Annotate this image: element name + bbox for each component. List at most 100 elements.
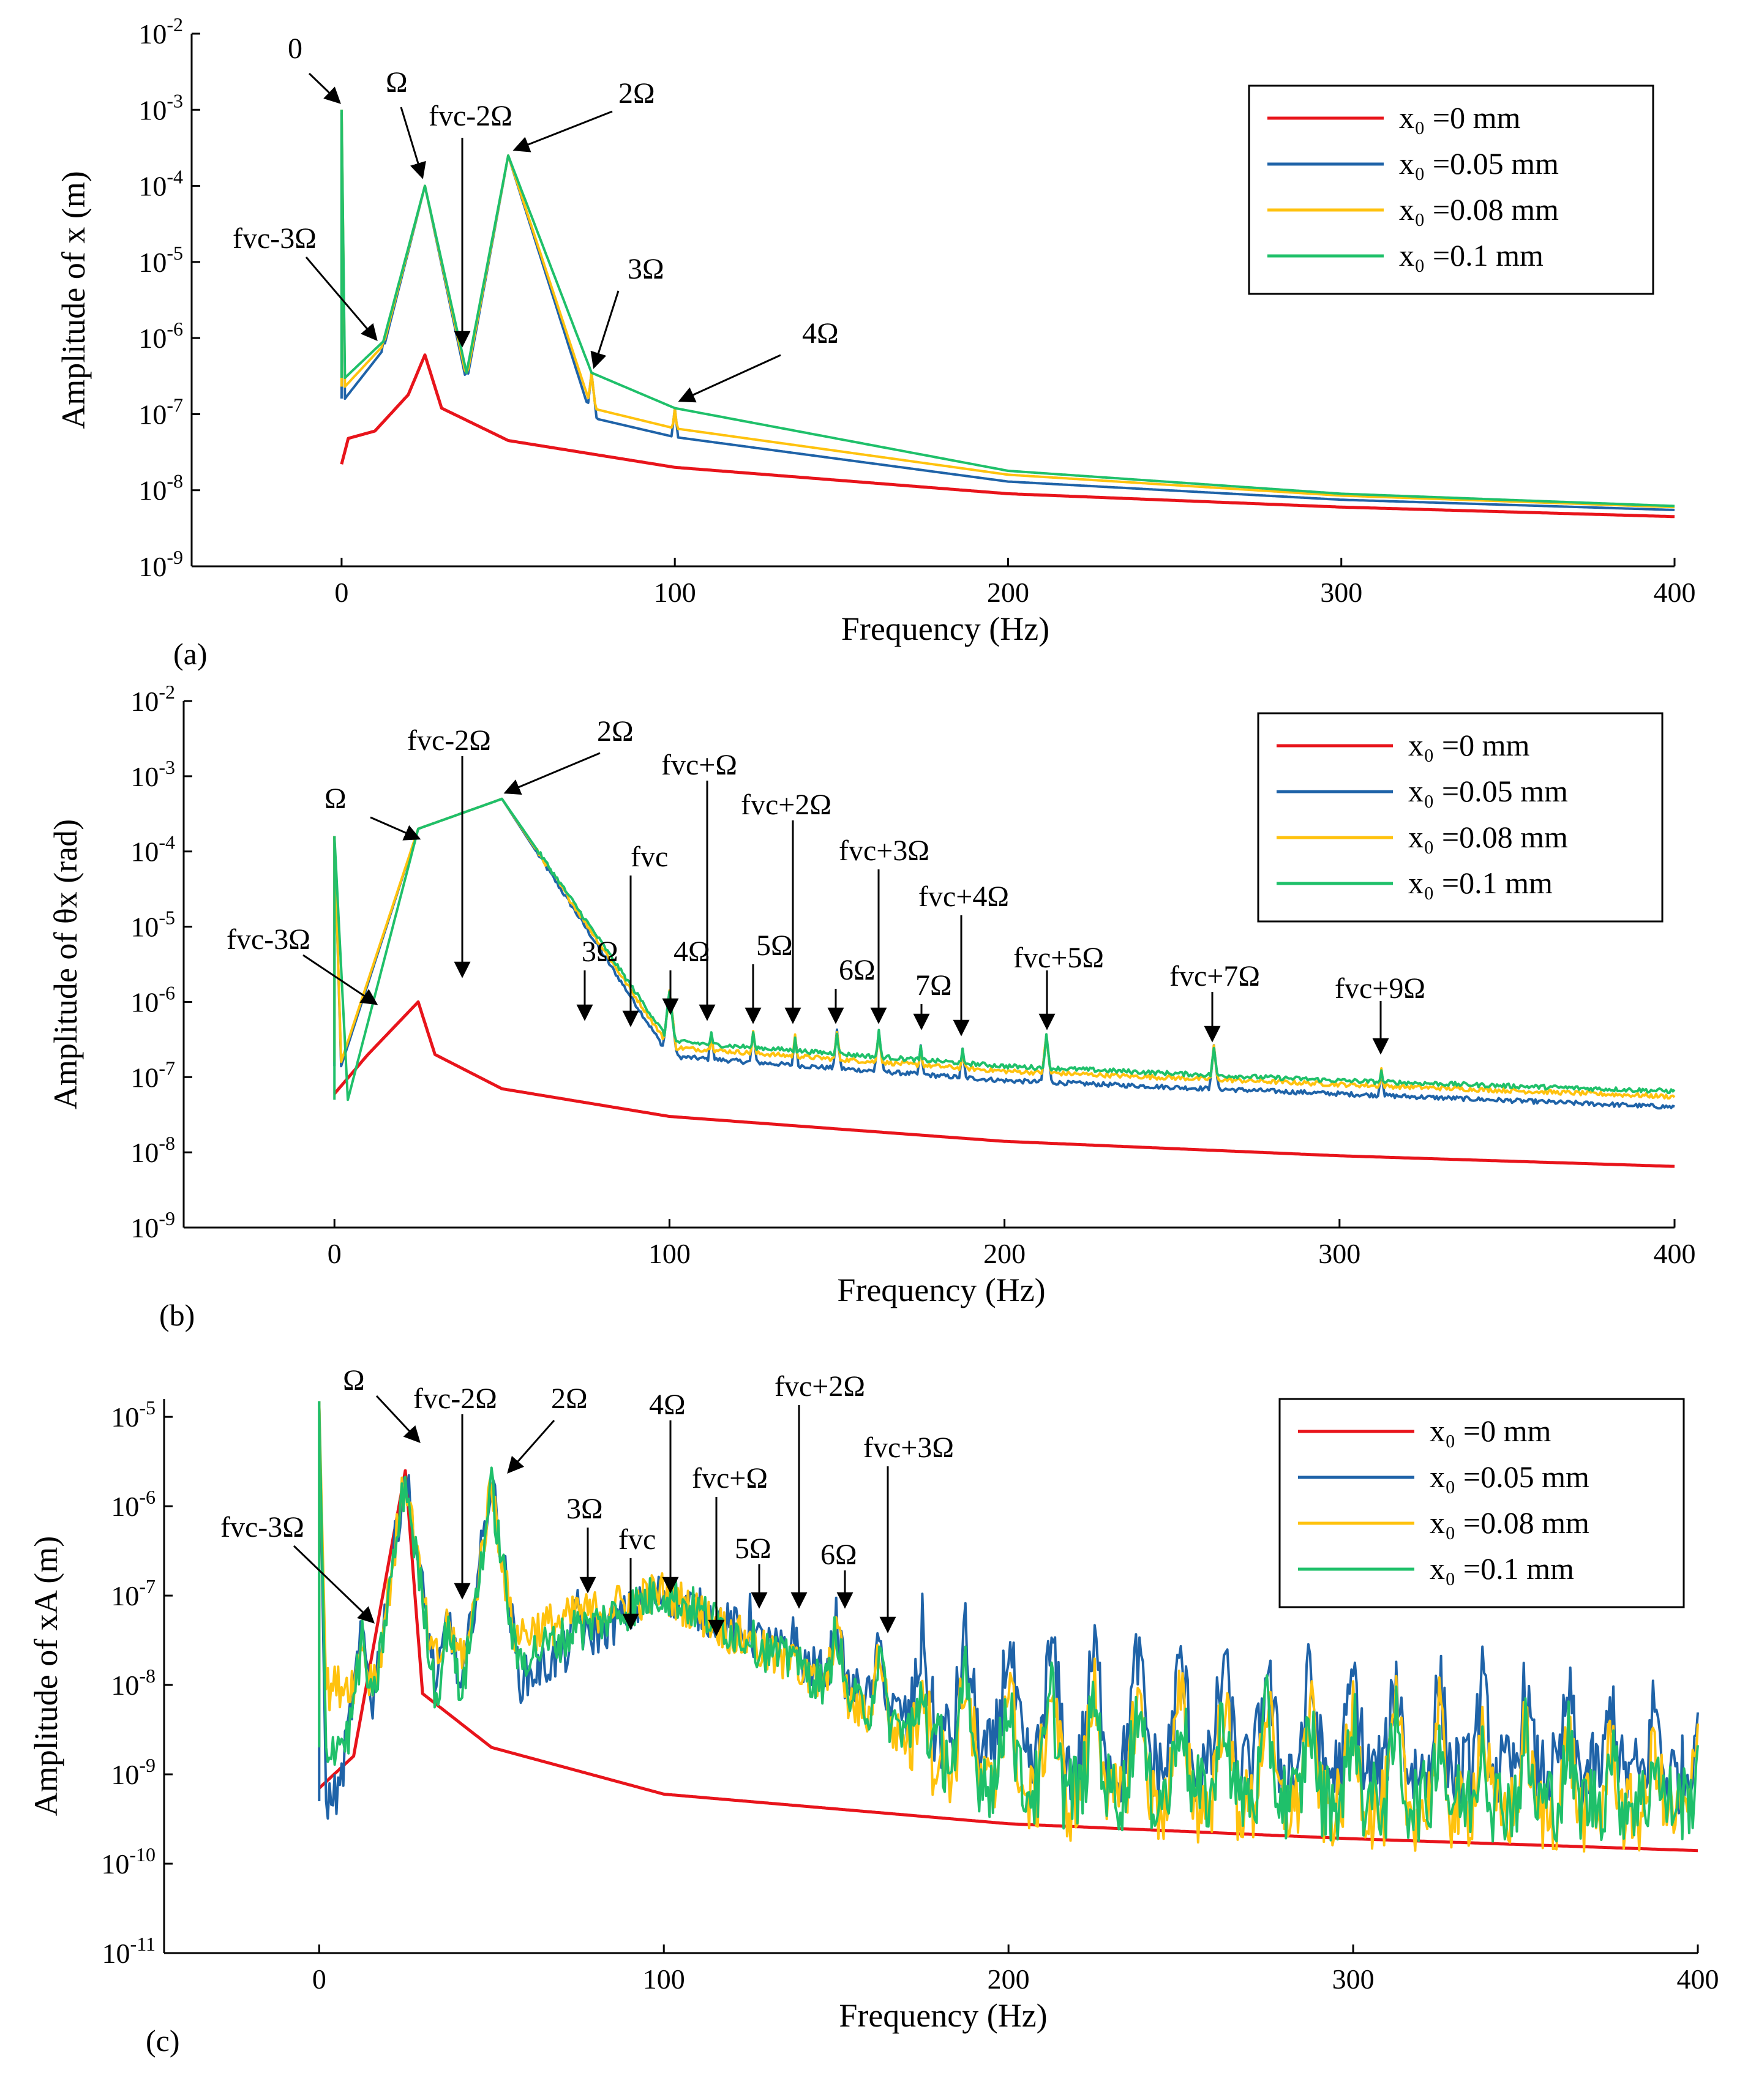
peak-annotation: fvc+9Ω [1335,972,1425,1005]
peak-annotation: Ω [325,782,347,815]
peak-annotation: fvc-2Ω [407,724,491,757]
panel-b: 0 100 200 300 400 10-9 10-8 10-7 10-6 10-5 10-4 10-… [47,681,1696,1332]
peak-annotation: Ω [386,66,408,99]
peak-annotation: 5Ω [756,929,793,962]
peak-annotation: 6Ω [820,1539,857,1571]
x-tick-label: 300 [1332,1963,1375,1995]
x-tick-label: 100 [648,1238,691,1269]
y-tick-label: 10-8 [130,1132,175,1168]
legend-entry: x₀ =0 mm [1399,100,1521,135]
y-tick-label: 10-2 [130,681,175,717]
series-line-2 [340,110,1675,509]
x-tick-label: 0 [334,577,348,608]
legend-entry: x₀ =0 mm [1430,1414,1551,1448]
x-tick-label: 200 [988,1963,1030,1995]
y-tick-label: 10-3 [138,89,183,126]
y-tick-label: 10-9 [130,1207,175,1243]
peak-annotation: 3Ω [566,1493,603,1525]
annotation-arrow [308,72,341,104]
peak-annotation: fvc+2Ω [741,789,831,821]
x-tick-label: 0 [312,1963,326,1995]
peak-annotation: 0 [288,32,302,65]
annotation-arrow [678,354,781,403]
y-axis-label: Amplitude of θx (rad) [47,819,84,1109]
peak-annotation: 7Ω [915,969,952,1002]
annotation-arrow [293,1545,375,1624]
x-tick-label: 200 [983,1238,1026,1269]
x-tick-label: 300 [1318,1238,1360,1269]
legend-entry: x₀ =0.08 mm [1399,192,1559,227]
peak-annotation: fvc+4Ω [918,880,1009,913]
peak-annotation: 4Ω [649,1389,686,1421]
peak-annotation: fvc+Ω [692,1462,768,1494]
x-tick-label: 300 [1320,577,1362,608]
legend-entry: x₀ =0.1 mm [1430,1551,1574,1586]
y-tick-label: 10-3 [130,756,175,792]
series-line-3 [318,1401,1699,1843]
y-tick-label: 10-7 [138,394,183,430]
legend: x₀ =0 mm x₀ =0.05 mm x₀ =0.08 mm x₀ =0.1 mm [1278,1398,1685,1608]
annotation-arrow [590,290,620,369]
series-line-2 [318,1401,1699,1853]
x-tick-label: 100 [654,577,696,608]
y-tick-label: 10-8 [111,1665,156,1701]
legend-entry: x₀ =0.05 mm [1430,1460,1589,1494]
peak-annotation: fvc+3Ω [839,834,929,867]
series-line-1 [340,113,1675,511]
peak-annotation: 2Ω [618,77,655,110]
peak-annotation: fvc-3Ω [227,923,310,956]
panel-label: (a) [173,637,208,671]
peak-annotation: 4Ω [802,317,839,350]
legend-entry: x₀ =0.1 mm [1399,238,1544,272]
y-tick-label: 10-6 [130,981,175,1018]
y-tick-label: 10-5 [130,907,175,943]
panel-a: 0 100 200 300 400 10-9 10-8 10-7 10-6 10-5 10-4 10-… [55,13,1696,671]
y-tick-label: 10-7 [130,1057,175,1093]
y-tick-label: 10-5 [111,1397,156,1433]
y-tick-label: 10-10 [101,1843,156,1880]
peak-annotation: fvc+2Ω [775,1370,865,1403]
series-line-3 [340,110,1675,508]
annotation-arrow [512,110,613,152]
annotation-arrow [302,954,378,1005]
y-tick-label: 10-6 [138,318,183,354]
panel-label: (c) [146,2023,180,2058]
y-tick-label: 10-5 [138,242,183,278]
peak-annotation: 3Ω [582,936,618,968]
legend-box [1248,84,1654,295]
legend-box [1257,712,1664,923]
x-tick-label: 400 [1677,1963,1719,1995]
peak-annotation: fvc-2Ω [429,100,512,132]
y-tick-label: 10-4 [130,831,175,868]
annotation-arrow [507,1420,555,1474]
x-tick-label: 100 [643,1963,685,1995]
peak-annotation: fvc [618,1523,656,1556]
peak-annotation: fvc [631,841,668,873]
peak-annotation: fvc+5Ω [1013,942,1104,974]
x-tick-label: 400 [1654,1238,1696,1269]
peak-annotation: fvc+3Ω [863,1431,954,1464]
x-tick-label: 0 [328,1238,342,1269]
y-axis-label: Amplitude of x (m) [55,171,92,429]
peak-annotation: Ω [343,1364,365,1397]
peak-annotation: 2Ω [551,1382,588,1415]
peak-annotation: fvc-3Ω [233,222,317,255]
series-line-1 [333,797,1675,1110]
y-tick-label: 10-11 [102,1933,156,1969]
peak-annotation: fvc+Ω [661,749,737,781]
peak-annotation: 5Ω [735,1532,771,1565]
peak-annotation: fvc+7Ω [1169,960,1260,992]
panel-c: 0 100 200 300 400 10-11 10-10 10-9 10-8 10-7 10-6 1… [28,1364,1719,2058]
y-tick-label: 10-4 [138,166,183,202]
y-tick-label: 10-8 [138,470,183,506]
y-tick-label: 10-2 [138,13,183,50]
annotation-arrow [370,816,421,841]
y-tick-label: 10-7 [111,1575,156,1611]
annotation-arrow [305,257,378,342]
annotation-arrow [400,107,426,179]
peak-annotation: 2Ω [597,715,634,748]
series-line-3 [333,797,1676,1101]
legend-entry: x₀ =0.05 mm [1399,146,1559,181]
annotation-arrow [375,1395,421,1443]
